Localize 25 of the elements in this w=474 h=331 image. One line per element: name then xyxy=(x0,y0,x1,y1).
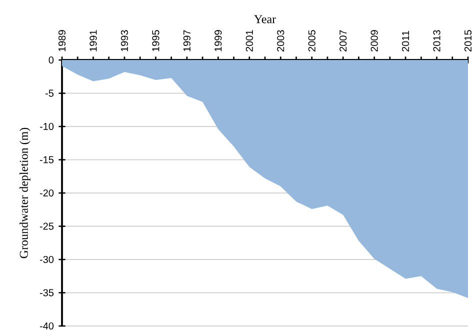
y-tick-label: -10 xyxy=(40,122,54,130)
y-axis-title: Groundwater depletion (m) xyxy=(19,128,30,258)
x-tick-label: 2001 xyxy=(246,30,253,52)
y-tick-label: -15 xyxy=(40,156,54,164)
x-tick-label: 2009 xyxy=(370,30,378,52)
x-tick-label: 1991 xyxy=(90,30,97,52)
x-tick-label: 2007 xyxy=(340,30,347,52)
x-tick-label: 2005 xyxy=(308,30,316,52)
x-tick-label: 2015 xyxy=(464,30,472,52)
x-tick-label: 2013 xyxy=(433,30,440,52)
y-tick-label: -5 xyxy=(46,90,54,97)
x-tick-label: 1999 xyxy=(214,30,222,52)
x-axis-title: Year xyxy=(254,15,276,24)
x-tick-label: 2011 xyxy=(402,30,410,52)
y-tick-label: -40 xyxy=(40,322,54,330)
y-tick-label: -25 xyxy=(40,222,54,230)
x-tick-label: 2003 xyxy=(277,30,284,52)
x-tick-label: 1997 xyxy=(183,30,190,52)
y-tick-label: -30 xyxy=(40,256,54,264)
x-tick-label: 1989 xyxy=(58,30,66,52)
y-tick-label: 0 xyxy=(48,56,54,64)
x-tick-label: 1995 xyxy=(152,30,160,52)
x-tick-label: 1993 xyxy=(120,30,128,52)
y-tick-label: -35 xyxy=(40,289,54,296)
y-tick-label: -20 xyxy=(40,189,54,197)
